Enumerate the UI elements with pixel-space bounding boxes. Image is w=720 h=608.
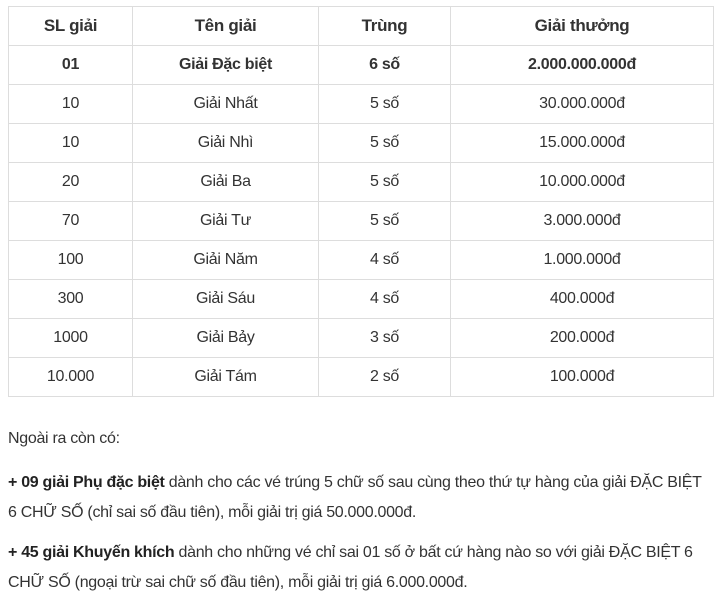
note-item-title: + 09 giải Phụ đặc biệt (8, 474, 165, 491)
cell-match: 6 số (318, 45, 451, 85)
cell-prize-name: Giải Đặc biệt (132, 45, 319, 85)
cell-quantity: 100 (8, 240, 133, 280)
cell-match: 5 số (318, 84, 451, 124)
cell-quantity: 10 (8, 123, 133, 163)
cell-prize-name: Giải Tư (132, 201, 319, 241)
table-row: 10 Giải Nhất 5 số 30.000.000đ (8, 84, 714, 124)
notes-intro: Ngoài ra còn có: (8, 430, 120, 447)
note-item-text: dành cho những vé chỉ sai 01 số ở bất cứ… (8, 544, 693, 591)
cell-match: 4 số (318, 279, 451, 319)
cell-prize-name: Giải Ba (132, 162, 319, 202)
cell-prize-value: 10.000.000đ (450, 162, 714, 202)
header-prize-value: Giải thưởng (450, 6, 714, 46)
cell-prize-name: Giải Nhì (132, 123, 319, 163)
cell-prize-value: 1.000.000đ (450, 240, 714, 280)
note-item-text: dành cho các vé trúng 5 chữ số sau cùng … (8, 474, 702, 521)
cell-quantity: 01 (8, 45, 133, 85)
cell-match: 4 số (318, 240, 451, 280)
cell-prize-name: Giải Bảy (132, 318, 319, 358)
cell-prize-value: 30.000.000đ (450, 84, 714, 124)
cell-prize-value: 2.000.000.000đ (450, 45, 714, 85)
cell-match: 5 số (318, 123, 451, 163)
table-row: 10.000 Giải Tám 2 số 100.000đ (8, 357, 714, 397)
cell-prize-name: Giải Năm (132, 240, 319, 280)
table-row: 100 Giải Năm 4 số 1.000.000đ (8, 240, 714, 280)
header-match: Trùng (318, 6, 451, 46)
table-row: 1000 Giải Bảy 3 số 200.000đ (8, 318, 714, 358)
cell-prize-value: 100.000đ (450, 357, 714, 397)
cell-quantity: 10 (8, 84, 133, 124)
cell-prize-name: Giải Tám (132, 357, 319, 397)
table-row: 300 Giải Sáu 4 số 400.000đ (8, 279, 714, 319)
table-row: 70 Giải Tư 5 số 3.000.000đ (8, 201, 714, 241)
cell-quantity: 1000 (8, 318, 133, 358)
table-row: 01 Giải Đặc biệt 6 số 2.000.000.000đ (8, 45, 714, 85)
cell-prize-value: 200.000đ (450, 318, 714, 358)
cell-match: 2 số (318, 357, 451, 397)
prize-table: SL giải Tên giải Trùng Giải thưởng 01 Giả… (8, 6, 714, 397)
header-quantity: SL giải (8, 6, 133, 46)
cell-quantity: 10.000 (8, 357, 133, 397)
note-item: + 09 giải Phụ đặc biệt dành cho các vé t… (8, 468, 714, 528)
header-prize-name: Tên giải (132, 6, 319, 46)
cell-quantity: 20 (8, 162, 133, 202)
note-item: + 45 giải Khuyến khích dành cho những vé… (8, 538, 714, 598)
cell-prize-value: 400.000đ (450, 279, 714, 319)
cell-prize-name: Giải Sáu (132, 279, 319, 319)
notes-section: Ngoài ra còn có: + 09 giải Phụ đặc biệt … (8, 424, 714, 608)
note-item-title: + 45 giải Khuyến khích (8, 544, 175, 561)
cell-prize-value: 15.000.000đ (450, 123, 714, 163)
cell-match: 5 số (318, 162, 451, 202)
cell-quantity: 70 (8, 201, 133, 241)
cell-match: 3 số (318, 318, 451, 358)
table-row: 10 Giải Nhì 5 số 15.000.000đ (8, 123, 714, 163)
table-row: 20 Giải Ba 5 số 10.000.000đ (8, 162, 714, 202)
cell-prize-value: 3.000.000đ (450, 201, 714, 241)
cell-prize-name: Giải Nhất (132, 84, 319, 124)
table-header-row: SL giải Tên giải Trùng Giải thưởng (8, 6, 714, 46)
cell-quantity: 300 (8, 279, 133, 319)
cell-match: 5 số (318, 201, 451, 241)
